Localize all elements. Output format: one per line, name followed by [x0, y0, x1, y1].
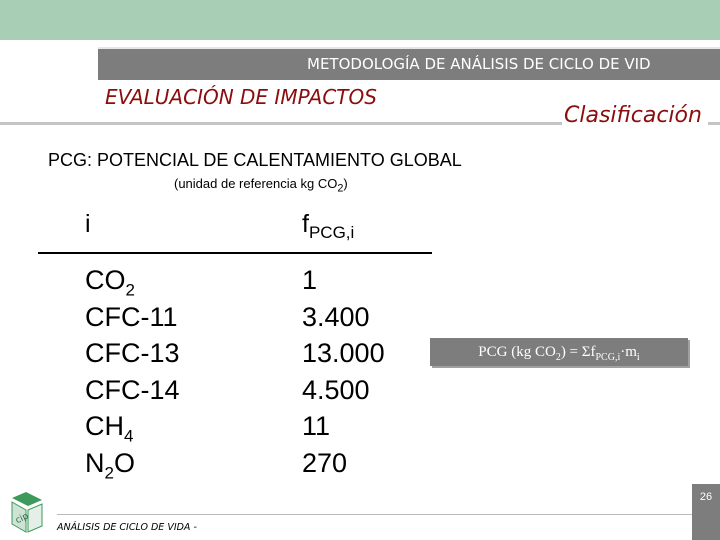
- pcg-title: PCG: POTENCIAL DE CALENTAMIENTO GLOBAL: [48, 150, 462, 170]
- gas-name-sub: 4: [124, 426, 134, 446]
- gas-name-main: CO: [85, 265, 126, 295]
- column-header-f: fPCG,i: [302, 210, 354, 243]
- pcg-unit-prefix: (unidad de referencia kg CO: [174, 176, 338, 191]
- pcg-value: 11: [302, 411, 331, 441]
- table-header-line: [38, 252, 432, 254]
- pcg-values-column: 1 3.400 13.000 4.500 11 270: [302, 262, 385, 481]
- pcg-formula: PCG (kg CO2) = ΣfPCG,i·mi: [430, 338, 688, 366]
- column-header-f-main: f: [302, 210, 309, 238]
- top-color-band: [0, 0, 720, 40]
- pcg-unit-sub: 2: [337, 182, 344, 195]
- section-subtitle: Clasificación: [562, 103, 708, 128]
- gas-name-main: CFC-11: [85, 301, 178, 332]
- formula-lhs: PCG (kg CO: [478, 344, 556, 360]
- gas-name-main: CFC-14: [85, 374, 180, 405]
- formula-m-sub: i: [636, 352, 640, 363]
- gas-name: CFC-11: [85, 299, 180, 336]
- gas-name: CO2: [85, 262, 180, 299]
- gas-names-column: CO2 CFC-11 CFC-13 CFC-14 CH4 N2O: [85, 262, 180, 482]
- header-divider: [0, 122, 720, 125]
- pcg-value: 270: [302, 447, 348, 478]
- pcg-value: 1: [302, 265, 318, 295]
- methodology-title: METODOLOGÍA DE ANÁLISIS DE CICLO DE VID: [307, 55, 651, 73]
- formula-tail: ·m: [620, 344, 637, 360]
- gas-name: CH4: [85, 408, 180, 445]
- page-number: 26: [699, 491, 713, 503]
- pcg-unit: (unidad de referencia kg CO2): [174, 176, 348, 195]
- footer-title: ANÁLISIS DE CICLO DE VIDA -: [57, 522, 197, 533]
- page-number-box: 26: [692, 484, 720, 540]
- pcg-value: 4.500: [302, 374, 370, 405]
- column-header-f-sub: PCG,i: [308, 223, 355, 242]
- gas-name: CFC-14: [85, 372, 180, 409]
- pcg-unit-suffix: ): [343, 176, 348, 191]
- pcg-value: 13.000: [302, 338, 385, 368]
- cip-logo-icon: cip: [6, 488, 48, 540]
- formula-lhs-sub: 2: [555, 352, 561, 363]
- gas-name-sub: 2: [104, 462, 114, 482]
- gas-name: CFC-13: [85, 335, 180, 372]
- gas-name-post: O: [113, 447, 135, 478]
- gas-name-sub: 2: [125, 280, 135, 300]
- section-title: EVALUACIÓN DE IMPACTOS: [105, 85, 377, 109]
- formula-eq: ) = Σf: [560, 344, 596, 360]
- gas-name-main: CFC-13: [85, 338, 180, 368]
- formula-f-sub: PCG,i: [595, 352, 621, 363]
- gas-name-main: N: [85, 447, 105, 478]
- column-header-i: i: [85, 210, 91, 238]
- methodology-header: METODOLOGÍA DE ANÁLISIS DE CICLO DE VID: [98, 47, 720, 80]
- footer-divider: [57, 514, 697, 515]
- gas-name: N2O: [85, 445, 180, 482]
- gas-name-main: CH: [85, 411, 124, 441]
- pcg-value: 3.400: [302, 301, 370, 332]
